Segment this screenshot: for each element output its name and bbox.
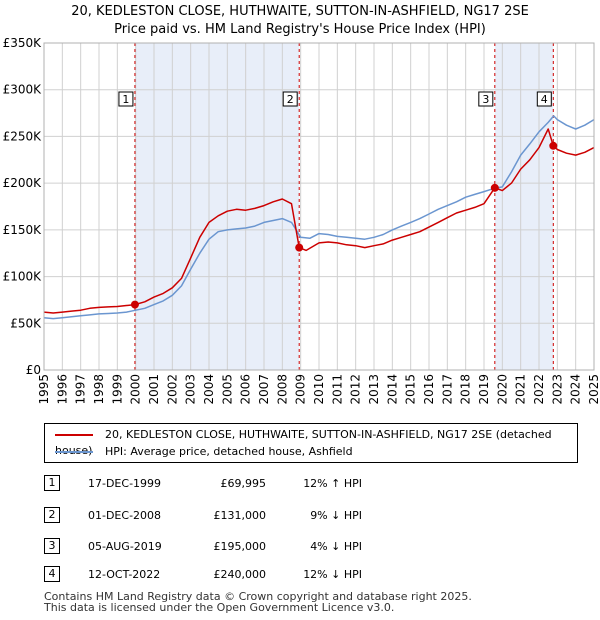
x-tick-label: 2005 <box>220 374 234 405</box>
sale-price: £240,000 <box>213 568 267 581</box>
sale-hpi-diff: 4% ↓ HPI <box>310 540 362 553</box>
sale-number-box <box>282 91 298 107</box>
sale-number-badge: 3 <box>44 538 60 554</box>
y-tick-label: £300K <box>3 83 43 97</box>
sale-date: 01-DEC-2008 <box>88 509 162 522</box>
sale-price: £69,995 <box>220 477 267 490</box>
price-chart: £0 £50K £100K £150K £200K £250K £300K £350K 1995… <box>3 36 600 405</box>
sale-row: 1 17-DEC-1999 £69,995 12% ↑ HPI <box>44 475 600 491</box>
x-tick-label: 2000 <box>129 374 143 405</box>
sale-number-label: 2 <box>287 93 294 106</box>
legend-hpi-swatch <box>55 451 93 453</box>
sale-number-label: 4 <box>541 93 548 106</box>
legend-property-label: 20, KEDLESTON CLOSE, HUTHWAITE, SUTTON-I… <box>55 428 552 457</box>
chart-title: 20, KEDLESTON CLOSE, HUTHWAITE, SUTTON-I… <box>0 3 600 39</box>
x-tick-label: 1996 <box>55 374 69 405</box>
x-tick-label: 2001 <box>147 374 161 405</box>
x-tick-label: 2009 <box>294 374 308 405</box>
plot-border <box>43 42 595 371</box>
sale-row: 4 12-OCT-2022 £240,000 12% ↓ HPI <box>44 566 600 582</box>
sale-point <box>549 141 558 150</box>
sale-number-box <box>536 91 552 107</box>
x-tick-label: 2015 <box>404 374 418 405</box>
sale-number-box <box>118 91 134 107</box>
chart-subtitle: Price paid vs. HM Land Registry's House … <box>114 22 486 37</box>
x-tick-label: 2018 <box>459 374 473 405</box>
sale-date: 12-OCT-2022 <box>88 568 161 581</box>
x-tick-label: 1997 <box>74 374 88 405</box>
x-tick-label: 2022 <box>532 374 546 405</box>
x-tick-label: 2025 <box>587 374 600 405</box>
sale-price: £131,000 <box>213 509 267 522</box>
hpi-line <box>43 115 595 320</box>
x-tick-label: 2007 <box>257 374 271 405</box>
x-tick-label: 2011 <box>330 374 344 405</box>
sale-point <box>295 243 304 252</box>
x-tick-label: 2014 <box>385 374 399 405</box>
x-tick-label: 2002 <box>165 374 179 405</box>
legend-hpi-label: HPI: Average price, detached house, Ashf… <box>105 445 353 458</box>
y-tick-label: £200K <box>3 176 43 190</box>
x-tick-label: 2020 <box>495 374 509 405</box>
x-tick-label: 2024 <box>569 374 583 405</box>
sale-point <box>490 183 499 192</box>
footer-line-1: Contains HM Land Registry data © Crown c… <box>44 590 472 603</box>
y-tick-label: £150K <box>3 223 43 237</box>
sale-row: 2 01-DEC-2008 £131,000 9% ↓ HPI <box>44 507 600 523</box>
x-tick-label: 1999 <box>110 374 124 405</box>
sale-date: 17-DEC-1999 <box>88 477 162 490</box>
y-tick-label: £50K <box>10 316 42 330</box>
sale-hpi-diff: 12% ↓ HPI <box>303 568 362 581</box>
x-tick-label: 2012 <box>349 374 363 405</box>
sale-hpi-diff: 12% ↑ HPI <box>303 477 362 490</box>
y-tick-label: £0 <box>26 363 41 377</box>
sale-number-badge: 1 <box>44 475 60 491</box>
footer-line-2: This data is licensed under the Open Gov… <box>44 601 395 614</box>
sale-date: 05-AUG-2019 <box>88 540 162 553</box>
y-tick-label: £100K <box>3 270 43 284</box>
legend-item-property: 20, KEDLESTON CLOSE, HUTHWAITE, SUTTON-I… <box>55 427 577 457</box>
sale-number-label: 1 <box>122 93 129 106</box>
x-tick-label: 2003 <box>184 374 198 405</box>
x-tick-label: 2013 <box>367 374 381 405</box>
x-tick-label: 2010 <box>312 374 326 405</box>
sale-row: 3 05-AUG-2019 £195,000 4% ↓ HPI <box>44 538 600 554</box>
ownership-period-shade <box>134 43 300 370</box>
x-tick-label: 2006 <box>239 374 253 405</box>
sale-number-box <box>478 91 494 107</box>
legend-property-swatch <box>55 434 93 436</box>
x-tick-label: 1995 <box>37 374 51 405</box>
y-tick-label: £350K <box>3 36 43 50</box>
legend-item-hpi: HPI: Average price, detached house, Ashf… <box>55 444 353 460</box>
sale-price: £195,000 <box>213 540 267 553</box>
x-tick-label: 2017 <box>440 374 454 405</box>
sale-number-badge: 2 <box>44 507 60 523</box>
sale-point <box>130 300 139 309</box>
x-tick-label: 2004 <box>202 374 216 405</box>
x-tick-label: 2008 <box>275 374 289 405</box>
chart-title-line-1: 20, KEDLESTON CLOSE, HUTHWAITE, SUTTON-I… <box>71 4 529 19</box>
legend: 20, KEDLESTON CLOSE, HUTHWAITE, SUTTON-I… <box>44 423 578 463</box>
x-tick-label: 1998 <box>92 374 106 405</box>
sale-number-badge: 4 <box>44 566 60 582</box>
y-tick-label: £250K <box>3 129 43 143</box>
x-tick-label: 2019 <box>477 374 491 405</box>
x-tick-label: 2023 <box>550 374 564 405</box>
footer-attribution: Contains HM Land Registry data © Crown c… <box>44 591 472 613</box>
x-tick-label: 2016 <box>422 374 436 405</box>
x-tick-label: 2021 <box>514 374 528 405</box>
sale-hpi-diff: 9% ↓ HPI <box>310 509 362 522</box>
sale-number-label: 3 <box>482 93 489 106</box>
